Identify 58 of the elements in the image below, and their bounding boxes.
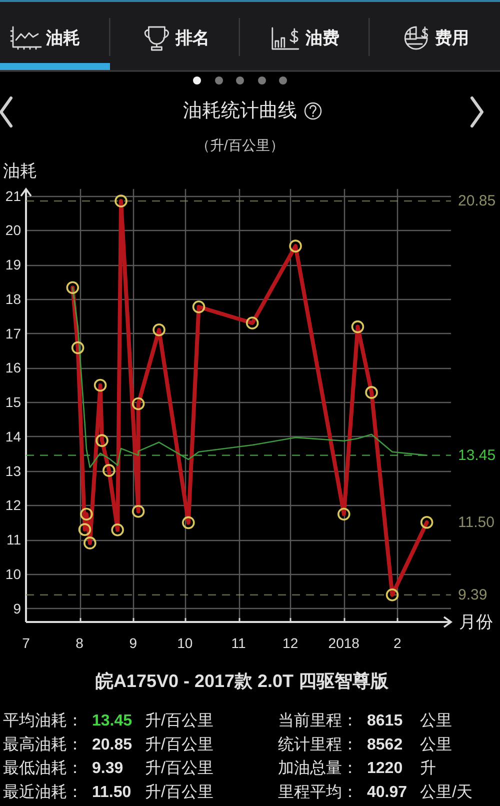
text: 20.85 [92, 736, 132, 754]
text: 13.45 [92, 712, 132, 730]
x-tick-label: 2 [394, 635, 402, 651]
y-tick-label: 10 [5, 566, 22, 582]
text: 公里 [420, 712, 452, 730]
y-tick-label: 17 [5, 325, 22, 342]
text: 40.97 [367, 784, 408, 801]
text: 加油总量： [278, 759, 358, 778]
ref-line-label: 13.45 [458, 446, 496, 464]
x-tick-label: 8 [76, 635, 84, 651]
y-tick-label: 16 [5, 360, 22, 376]
text: 8562 [367, 736, 403, 754]
y-tick-label: 18 [5, 290, 22, 307]
y-tick-label: 12 [5, 497, 22, 514]
x-tick-label: 7 [22, 635, 30, 651]
y-tick-label: 21 [5, 188, 22, 204]
text: 统计里程： [278, 735, 358, 754]
x-tick-label: 12 [282, 635, 298, 651]
text: 升 [420, 759, 436, 778]
text: 油耗 [45, 28, 80, 48]
text: 11.50 [92, 784, 132, 801]
text: 排名 [174, 28, 210, 48]
text: 平均油耗： [3, 712, 83, 730]
text: 升/百公里 [145, 759, 214, 778]
text: 8615 [367, 712, 403, 730]
text: 最近油耗： [3, 782, 83, 801]
chart-title: 油耗统计曲线 [183, 100, 297, 122]
text: 里程平均： [278, 784, 358, 801]
text: 最低油耗： [3, 759, 83, 778]
text: 当前里程： [278, 712, 358, 730]
y-tick-label: 11 [6, 532, 22, 548]
text: 9.39 [92, 760, 124, 778]
text: 升/百公里 [145, 782, 214, 801]
y-tick-label: 19 [5, 256, 22, 273]
x-axis-title: 月份 [459, 612, 493, 632]
text: 1220 [367, 760, 403, 778]
text: 升/百公里 [145, 735, 214, 754]
text: 皖A175V0 - 2017款 2.0T 四驱智尊版 [95, 671, 390, 691]
ref-line-label: 9.39 [458, 586, 488, 604]
y-tick-label: 14 [5, 428, 22, 444]
text: 费用 [434, 28, 470, 48]
text: 公里 [420, 736, 452, 754]
x-tick-label: 9 [129, 635, 138, 651]
y-tick-label: 13 [5, 462, 22, 479]
chart-subtitle: （升/百公里） [196, 137, 284, 153]
text: 最高油耗： [3, 735, 83, 754]
annotation: 11.50 [458, 514, 494, 531]
text: 油费 [304, 28, 340, 48]
y-tick-label: 15 [5, 394, 22, 410]
ref-line-label: 20.85 [458, 192, 496, 210]
y-tick-label: 9 [13, 600, 22, 616]
y-axis-title: 油耗 [3, 162, 37, 180]
x-tick-label: 11 [231, 635, 246, 651]
x-tick-label: 10 [177, 635, 193, 651]
y-tick-label: 20 [5, 222, 22, 238]
text: 公里/天 [420, 784, 472, 801]
x-tick-label: 2018 [328, 635, 360, 651]
text: 升/百公里 [145, 712, 214, 730]
